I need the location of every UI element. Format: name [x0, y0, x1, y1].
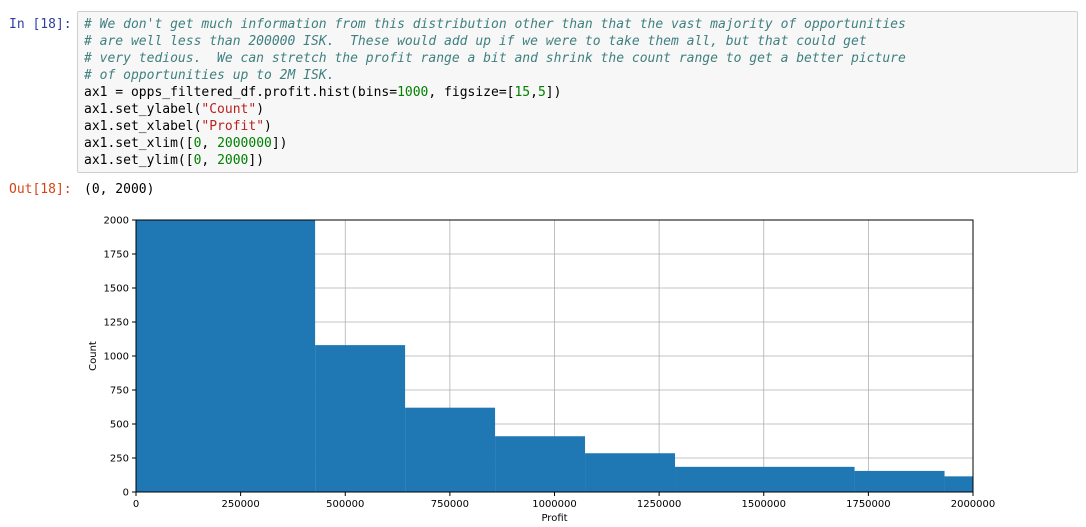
y-tick-label: 500	[110, 420, 129, 431]
x-tick-label: 1750000	[846, 499, 891, 510]
histogram-bar	[405, 407, 496, 492]
output-prompt: Out[18]:	[9, 182, 72, 197]
code-line: # very tedious. We can stretch the profi…	[84, 50, 906, 67]
y-axis-label: Count	[88, 341, 99, 371]
code-token: ax1.set_ylabel(	[84, 102, 202, 117]
code-token: ,	[201, 136, 218, 151]
code-token: "Count"	[201, 102, 257, 117]
code-token: 0	[193, 136, 202, 151]
x-tick-label: 250000	[222, 499, 260, 510]
histogram-bar	[495, 436, 586, 492]
code-input-area[interactable]: # We don't get much information from thi…	[77, 11, 1078, 173]
code-editor[interactable]: # We don't get much information from thi…	[84, 16, 906, 169]
code-token: 2000000	[217, 136, 272, 151]
code-token: ])	[545, 85, 562, 100]
code-line: ax1.set_xlabel("Profit")	[84, 118, 906, 135]
histogram-bar	[585, 453, 676, 492]
code-token: # very tedious. We can stretch the profi…	[84, 51, 906, 66]
y-tick-label: 1750	[104, 250, 129, 261]
code-token: # of opportunities up to 2M ISK.	[84, 68, 335, 83]
histogram-bars	[136, 220, 973, 492]
y-tick-label: 0	[123, 488, 129, 499]
code-token: "Profit"	[201, 119, 265, 134]
x-tick-label: 750000	[431, 499, 469, 510]
code-token: ,	[201, 153, 218, 168]
histogram-bar	[136, 220, 316, 492]
y-axis-ticks: 0 250 500 750 1000 1250 1500 1750 2000	[104, 216, 136, 499]
code-token: ax1.set_ylim([	[84, 153, 194, 168]
code-token: 2000	[217, 153, 249, 168]
histogram-bar	[944, 476, 973, 492]
code-token: ax1 = opps_filtered_df.profit.hist(bins=	[84, 85, 398, 100]
code-token: 5	[537, 85, 546, 100]
code-token: )	[256, 102, 265, 117]
x-tick-label: 1250000	[637, 499, 682, 510]
input-prompt: In [18]:	[9, 17, 72, 32]
x-tick-label: 1000000	[532, 499, 577, 510]
x-tick-label: 0	[133, 499, 139, 510]
code-token: ax1.set_xlim([	[84, 136, 194, 151]
x-tick-label: 2000000	[951, 499, 996, 510]
code-line: ax1.set_ylabel("Count")	[84, 101, 906, 118]
y-tick-label: 250	[110, 454, 129, 465]
code-token: 15	[514, 85, 531, 100]
histogram-bar	[315, 345, 406, 492]
x-axis-ticks: 0 250000 500000 750000 1000000 1250000 1500000…	[133, 492, 995, 510]
code-token: ])	[271, 136, 288, 151]
y-tick-label: 1250	[104, 318, 129, 329]
code-token: 0	[193, 153, 202, 168]
histogram-bar	[854, 470, 945, 492]
y-tick-label: 1000	[104, 352, 129, 363]
code-line: # We don't get much information from thi…	[84, 16, 906, 33]
code-token: ])	[248, 153, 265, 168]
x-tick-label: 1500000	[741, 499, 786, 510]
output-text: (0, 2000)	[84, 182, 155, 197]
code-token: ,	[530, 85, 538, 100]
histogram-bar	[675, 466, 855, 492]
code-line: ax1.set_xlim([0, 2000000])	[84, 135, 906, 152]
y-tick-label: 2000	[104, 216, 129, 227]
code-line: ax1 = opps_filtered_df.profit.hist(bins=…	[84, 84, 906, 101]
y-tick-label: 1500	[104, 284, 129, 295]
code-token: 1000	[397, 85, 429, 100]
code-token: )	[264, 119, 272, 134]
code-token: , figsize=[	[428, 85, 515, 100]
code-line: # of opportunities up to 2M ISK.	[84, 67, 906, 84]
code-token: ax1.set_xlabel(	[84, 119, 202, 134]
x-axis-label: Profit	[541, 513, 567, 524]
code-line: ax1.set_ylim([0, 2000])	[84, 152, 906, 169]
x-tick-label: 500000	[326, 499, 364, 510]
code-token: # We don't get much information from thi…	[84, 17, 906, 32]
code-token: # are well less than 200000 ISK. These w…	[84, 34, 867, 49]
y-tick-label: 750	[110, 386, 129, 397]
code-line: # are well less than 200000 ISK. These w…	[84, 33, 906, 50]
histogram-plot: 0 250000 500000 750000 1000000 1250000 1500000…	[88, 216, 995, 525]
